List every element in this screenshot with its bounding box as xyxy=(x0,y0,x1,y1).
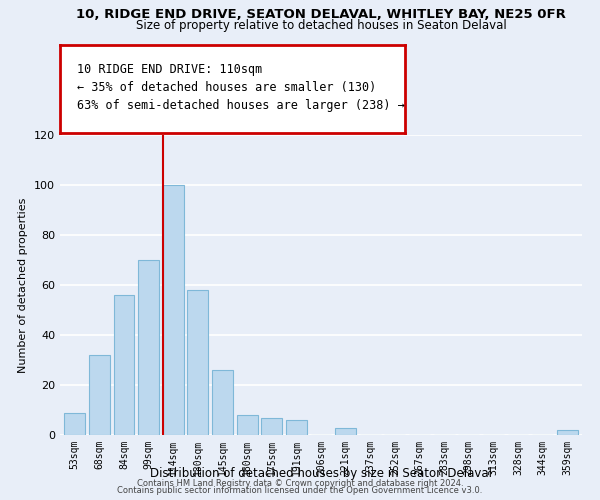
Bar xyxy=(286,420,307,435)
Bar xyxy=(557,430,578,435)
Bar xyxy=(187,290,208,435)
Text: 10, RIDGE END DRIVE, SEATON DELAVAL, WHITLEY BAY, NE25 0FR: 10, RIDGE END DRIVE, SEATON DELAVAL, WHI… xyxy=(76,8,566,20)
Bar xyxy=(89,355,110,435)
Bar xyxy=(212,370,233,435)
Bar xyxy=(335,428,356,435)
Bar xyxy=(163,185,184,435)
Y-axis label: Number of detached properties: Number of detached properties xyxy=(19,198,28,372)
Text: Contains public sector information licensed under the Open Government Licence v3: Contains public sector information licen… xyxy=(118,486,482,495)
Bar xyxy=(236,415,257,435)
Bar xyxy=(64,412,85,435)
Text: Distribution of detached houses by size in Seaton Delaval: Distribution of detached houses by size … xyxy=(150,467,492,480)
Bar xyxy=(261,418,282,435)
Bar xyxy=(113,295,134,435)
Bar xyxy=(138,260,159,435)
Text: Size of property relative to detached houses in Seaton Delaval: Size of property relative to detached ho… xyxy=(136,19,506,32)
Text: 10 RIDGE END DRIVE: 110sqm
← 35% of detached houses are smaller (130)
63% of sem: 10 RIDGE END DRIVE: 110sqm ← 35% of deta… xyxy=(77,62,405,112)
Text: Contains HM Land Registry data © Crown copyright and database right 2024.: Contains HM Land Registry data © Crown c… xyxy=(137,478,463,488)
